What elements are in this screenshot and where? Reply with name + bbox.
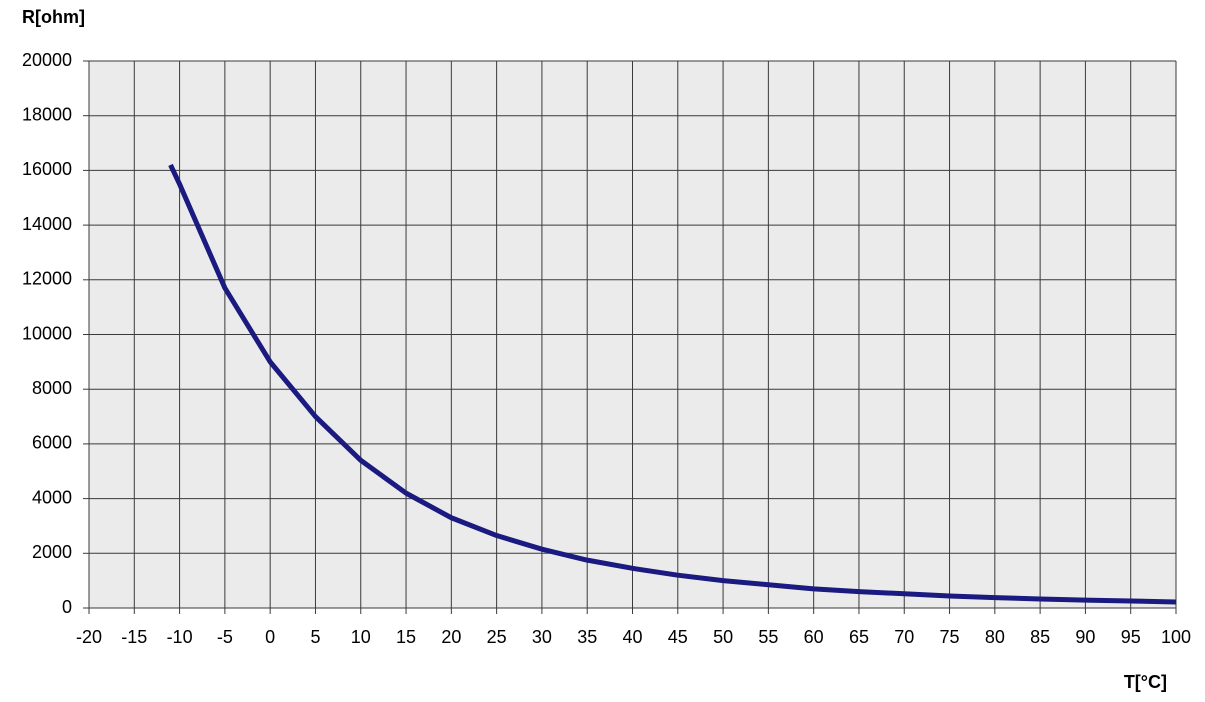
x-tick-label: 80: [985, 627, 1005, 647]
y-tick-label: 16000: [22, 159, 72, 179]
x-tick-label: 90: [1075, 627, 1095, 647]
y-tick-label: 20000: [22, 50, 72, 70]
y-tick-label: 4000: [32, 487, 72, 507]
y-tick-label: 0: [62, 597, 72, 617]
x-tick-label: 5: [310, 627, 320, 647]
x-tick-label: 95: [1121, 627, 1141, 647]
y-tick-label: 12000: [22, 269, 72, 289]
y-axis-title: R[ohm]: [22, 7, 85, 27]
y-tick-label: 8000: [32, 378, 72, 398]
x-tick-label: 60: [804, 627, 824, 647]
x-tick-label: 20: [441, 627, 461, 647]
y-tick-label: 2000: [32, 542, 72, 562]
x-tick-label: 70: [894, 627, 914, 647]
x-tick-label: 55: [758, 627, 778, 647]
x-tick-label: 75: [940, 627, 960, 647]
x-tick-label: -5: [217, 627, 233, 647]
x-tick-label: 35: [577, 627, 597, 647]
x-tick-label: 100: [1161, 627, 1191, 647]
y-tick-label: 6000: [32, 433, 72, 453]
x-tick-label: 10: [351, 627, 371, 647]
x-tick-label: 85: [1030, 627, 1050, 647]
x-tick-label: -15: [121, 627, 147, 647]
x-tick-label: 25: [487, 627, 507, 647]
x-axis-title: T[°C]: [1124, 672, 1167, 692]
x-tick-label: 30: [532, 627, 552, 647]
x-tick-label: 45: [668, 627, 688, 647]
data-line: [168, 163, 1177, 605]
y-tick-label: 14000: [22, 214, 72, 234]
x-tick-label: 15: [396, 627, 416, 647]
y-tick-label: 10000: [22, 323, 72, 343]
x-tick-label: 0: [265, 627, 275, 647]
x-tick-label: 40: [622, 627, 642, 647]
x-tick-label: -10: [167, 627, 193, 647]
y-tick-label: 18000: [22, 104, 72, 124]
x-tick-label: 65: [849, 627, 869, 647]
x-tick-label: -20: [76, 627, 102, 647]
x-tick-label: 50: [713, 627, 733, 647]
